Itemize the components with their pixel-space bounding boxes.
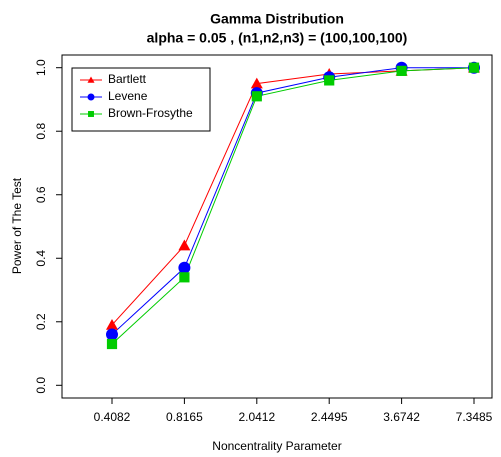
y-tick-label: 0.8	[34, 123, 48, 140]
plot-frame	[61, 54, 493, 399]
chart-subtitle: alpha = 0.05 , (n1,n2,n3) = (100,100,100…	[147, 30, 408, 46]
y-tick-label: 1.0	[34, 59, 48, 76]
legend-label: Bartlett	[108, 72, 147, 86]
x-tick-label: 3.6742	[383, 410, 420, 424]
data-point	[250, 77, 263, 89]
series-line	[111, 67, 474, 335]
x-tick-label: 7.3485	[456, 410, 493, 424]
y-axis-label: Power of The Test	[10, 177, 24, 274]
y-tick-label: 0.6	[34, 186, 48, 203]
x-tick-label: 2.0412	[238, 410, 275, 424]
data-point	[179, 272, 190, 283]
legend-box	[71, 67, 211, 132]
legend-label: Levene	[108, 89, 148, 103]
x-tick-label: 0.8165	[166, 410, 203, 424]
data-point	[106, 338, 118, 350]
y-tick-label: 0.0	[34, 377, 48, 394]
chart-title: Gamma Distribution	[210, 11, 344, 27]
data-point	[178, 239, 191, 251]
data-point	[468, 62, 480, 73]
data-point	[106, 328, 118, 341]
legend-marker	[87, 93, 95, 101]
y-tick-label: 0.4	[34, 250, 48, 267]
legend-label: Brown-Frosythe	[108, 106, 193, 120]
data-point	[106, 318, 118, 330]
series-line	[111, 67, 475, 345]
x-axis-label: Noncentrality Parameter	[212, 439, 341, 453]
legend-marker	[88, 111, 94, 117]
data-point	[178, 261, 191, 274]
data-point	[396, 65, 407, 76]
data-point	[251, 91, 262, 102]
x-tick-label: 2.4495	[311, 410, 348, 424]
x-tick-label: 0.4082	[94, 410, 131, 424]
legend-marker	[87, 76, 95, 83]
y-tick-label: 0.2	[34, 313, 48, 330]
data-point	[324, 75, 335, 86]
